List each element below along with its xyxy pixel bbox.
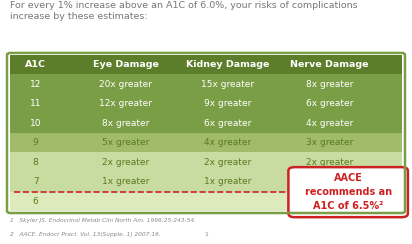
Bar: [10, 152, 402, 172]
Text: Kidney Damage: Kidney Damage: [186, 60, 269, 69]
Text: 3x greater: 3x greater: [306, 138, 353, 147]
Text: 2x greater: 2x greater: [306, 158, 353, 167]
Text: 1   Skyler JS. Endocrinol Metab Clin North Am. 1996;25:243-54.: 1 Skyler JS. Endocrinol Metab Clin North…: [10, 218, 196, 223]
Text: AACE
recommends an
A1C of 6.5%²: AACE recommends an A1C of 6.5%²: [304, 173, 392, 211]
Text: 12: 12: [30, 80, 42, 89]
Text: 7: 7: [33, 177, 39, 186]
Text: 12x greater: 12x greater: [99, 99, 152, 108]
Text: 5x greater: 5x greater: [102, 138, 150, 147]
Text: 6: 6: [33, 197, 39, 206]
Bar: [10, 94, 402, 113]
Text: 2x greater: 2x greater: [102, 158, 150, 167]
Text: 6x greater: 6x greater: [306, 99, 353, 108]
Text: 2   AACE. Endocr Pract. Vol. 13(Supple. 1) 2007:16.: 2 AACE. Endocr Pract. Vol. 13(Supple. 1)…: [10, 232, 161, 237]
Bar: [10, 172, 402, 192]
Text: 9: 9: [33, 138, 39, 147]
Text: 8x greater: 8x greater: [306, 80, 353, 89]
Text: 10: 10: [30, 119, 42, 128]
Text: 15x greater: 15x greater: [201, 80, 254, 89]
Bar: [10, 55, 402, 74]
Text: 6x greater: 6x greater: [204, 119, 251, 128]
Text: 1: 1: [204, 232, 208, 237]
Text: 1x greater: 1x greater: [306, 177, 353, 186]
Text: 8x greater: 8x greater: [102, 119, 150, 128]
Bar: [10, 74, 402, 94]
Text: 8: 8: [33, 158, 39, 167]
FancyBboxPatch shape: [288, 167, 408, 217]
Text: Eye Damage: Eye Damage: [93, 60, 159, 69]
Text: 4x greater: 4x greater: [204, 138, 251, 147]
Text: 1x greater: 1x greater: [204, 177, 251, 186]
Text: 4x greater: 4x greater: [306, 119, 353, 128]
Bar: [10, 192, 402, 211]
Text: For every 1% increase above an A1C of 6.0%, your risks of complications
increase: For every 1% increase above an A1C of 6.…: [10, 1, 358, 21]
Bar: [10, 113, 402, 133]
Bar: [10, 133, 402, 152]
Text: A1C: A1C: [25, 60, 46, 69]
Text: Nerve Damage: Nerve Damage: [290, 60, 369, 69]
Text: 20x greater: 20x greater: [99, 80, 152, 89]
Text: 2x greater: 2x greater: [204, 158, 251, 167]
Text: 1x greater: 1x greater: [102, 177, 150, 186]
Text: 11: 11: [30, 99, 42, 108]
Text: 9x greater: 9x greater: [204, 99, 251, 108]
